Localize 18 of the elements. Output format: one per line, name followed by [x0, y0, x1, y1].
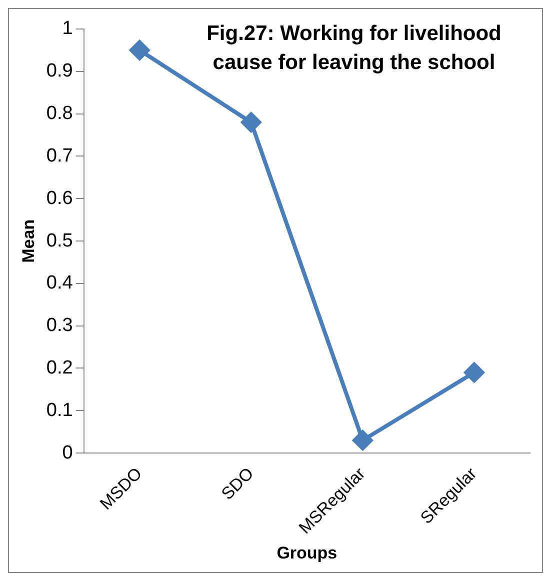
- y-tick-label: 0.4: [46, 272, 74, 294]
- y-tick-label: 0.5: [46, 230, 73, 252]
- y-tick-label: 0.9: [46, 60, 73, 82]
- chart-title: Fig.27: Working for livelihood cause for leaving the school: [206, 21, 502, 76]
- point: [352, 430, 373, 450]
- y-tick-label: 0.1: [46, 400, 73, 421]
- y-tick-label: 0.8: [46, 103, 73, 124]
- x-axis-title: Groups: [276, 543, 338, 562]
- y-tick-label: 0: [62, 442, 73, 464]
- y-tick-label: 0.3: [46, 315, 73, 336]
- point: [241, 112, 262, 132]
- y-tick-label: 0.2: [46, 357, 73, 378]
- y-tick-label: 0.6: [46, 188, 73, 209]
- point: [130, 40, 150, 60]
- y-axis-title: Mean: [18, 219, 38, 263]
- point: [464, 362, 484, 382]
- y-tick-label: 1: [62, 18, 73, 40]
- y-tick-label: 0.7: [46, 145, 73, 166]
